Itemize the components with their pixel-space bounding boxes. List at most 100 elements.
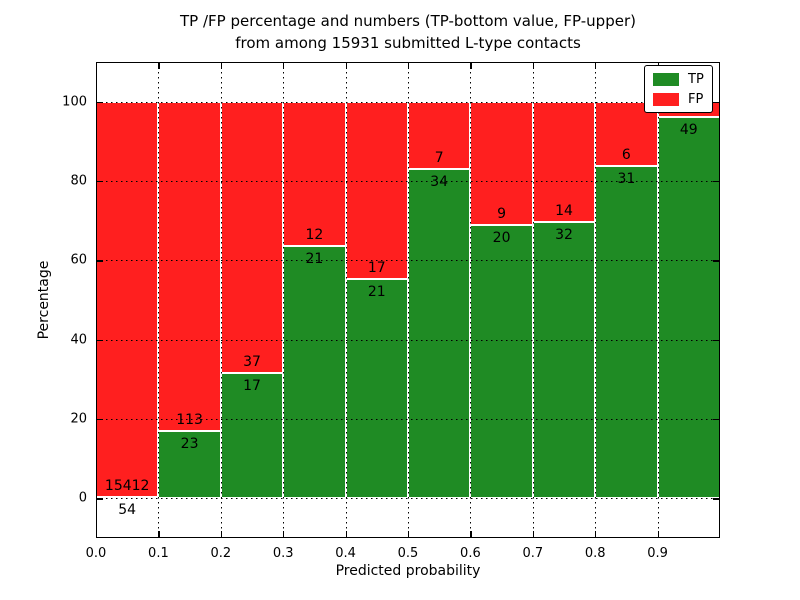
vertical-gridline	[532, 62, 534, 538]
fp-bar-segment	[345, 101, 408, 280]
tp-bar-segment	[345, 279, 408, 499]
tp-bar-segment	[595, 165, 658, 499]
bars-layer	[96, 62, 720, 538]
axis-tick-mark	[345, 62, 347, 69]
vertical-gridline	[408, 62, 409, 538]
chart-title: TP /FP percentage and numbers (TP-bottom…	[180, 10, 636, 54]
tp-bar-segment	[283, 245, 346, 499]
tp-count-label: 20	[492, 229, 511, 246]
y-tick-label: 0	[78, 490, 87, 506]
tp-bar-segment	[470, 224, 533, 499]
legend-item-fp: FP	[653, 91, 704, 107]
horizontal-gridline	[96, 260, 720, 262]
chart-title-line1: TP /FP percentage and numbers (TP-bottom…	[180, 12, 636, 30]
axis-tick-mark	[713, 498, 720, 500]
y-tick-label: 40	[70, 332, 87, 348]
tp-count-label: 49	[679, 122, 698, 139]
x-tick-label: 0.5	[397, 546, 419, 561]
fp-bar-segment	[220, 101, 284, 374]
vertical-gridline	[158, 62, 160, 538]
y-tick-label: 80	[70, 173, 87, 189]
fp-bar-segment	[532, 101, 596, 223]
tp-count-label: 34	[430, 174, 449, 191]
axis-tick-mark	[713, 101, 720, 103]
axis-tick-mark	[283, 62, 285, 69]
tp-bar-segment	[657, 117, 720, 499]
y-tick-label: 100	[62, 94, 87, 110]
axis-tick-mark	[158, 531, 160, 538]
x-tick-label: 0.1	[148, 546, 169, 561]
horizontal-gridline	[96, 101, 720, 103]
tp-bar-segment	[532, 222, 596, 499]
x-tick-label: 0.3	[272, 546, 294, 561]
axis-tick-mark	[96, 339, 103, 341]
fp-bar-segment	[283, 101, 346, 246]
x-tick-label: 0.4	[335, 546, 356, 561]
axis-tick-mark	[220, 62, 222, 69]
fp-count-label: 113	[176, 412, 203, 429]
axis-tick-mark	[408, 531, 410, 538]
axis-tick-mark	[713, 339, 720, 341]
axis-tick-mark	[283, 531, 285, 538]
tp-count-label: 23	[180, 436, 199, 453]
y-axis-label: Percentage	[36, 260, 52, 340]
axis-tick-mark	[220, 531, 222, 538]
legend: TP FP	[644, 65, 713, 113]
tp-legend-swatch	[653, 72, 679, 86]
fp-count-label: 14	[555, 203, 573, 220]
vertical-gridline	[345, 62, 347, 538]
axis-tick-mark	[96, 498, 103, 500]
x-tick-label: 0.6	[460, 546, 481, 561]
axis-tick-mark	[713, 181, 720, 183]
vertical-gridline	[220, 62, 222, 538]
axis-tick-mark	[96, 419, 103, 421]
y-tick-label: 60	[70, 252, 87, 268]
tp-count-label: 32	[555, 227, 573, 244]
x-tick-label: 0.2	[210, 546, 232, 561]
tp-count-label: 21	[367, 284, 386, 301]
axis-tick-mark	[532, 531, 534, 538]
fp-count-label: 7	[434, 150, 444, 167]
horizontal-gridline	[96, 498, 720, 500]
axis-tick-mark	[595, 531, 597, 538]
axis-tick-mark	[96, 181, 103, 183]
axis-tick-mark	[470, 62, 472, 69]
axis-tick-mark	[595, 62, 597, 69]
fp-count-label: 15412	[104, 477, 150, 494]
tp-count-label: 17	[243, 378, 261, 395]
gridlines-layer	[96, 62, 720, 538]
chart-title-line2: from among 15931 submitted L-type contac…	[235, 34, 581, 52]
axis-tick-mark	[96, 101, 103, 103]
horizontal-gridline	[96, 181, 720, 182]
fp-count-label: 37	[243, 354, 261, 371]
x-tick-label: 0.7	[522, 546, 544, 561]
tp-count-label: 21	[305, 250, 324, 267]
axis-tick-mark	[345, 531, 347, 538]
fp-legend-swatch	[653, 92, 679, 106]
vertical-gridline	[595, 62, 597, 538]
horizontal-gridline	[96, 339, 720, 341]
fp-count-label: 17	[367, 260, 386, 277]
x-tick-label: 0.8	[584, 546, 606, 561]
x-axis-label: Predicted probability	[335, 563, 481, 579]
tp-bar-segment	[158, 431, 221, 499]
fp-count-label: 9	[497, 205, 507, 222]
x-tick-label: 0.0	[85, 546, 107, 561]
fp-legend-label: FP	[688, 91, 704, 107]
y-tick-label: 20	[70, 411, 87, 427]
tp-legend-label: TP	[688, 71, 704, 87]
tp-count-label: 54	[118, 501, 137, 518]
fp-count-label: 6	[621, 146, 631, 163]
legend-item-tp: TP	[653, 71, 704, 87]
tp-bar-segment	[408, 169, 471, 499]
vertical-gridline	[470, 62, 472, 538]
axis-tick-mark	[657, 531, 659, 538]
axis-tick-mark	[96, 260, 103, 262]
horizontal-gridline	[96, 419, 720, 420]
x-tick-label: 0.9	[647, 546, 668, 561]
axis-tick-mark	[713, 419, 720, 421]
plot-area: 1541254113233717122117217349201432631249…	[96, 62, 720, 538]
axis-ticks-layer	[96, 62, 720, 538]
axis-tick-mark	[408, 62, 410, 69]
